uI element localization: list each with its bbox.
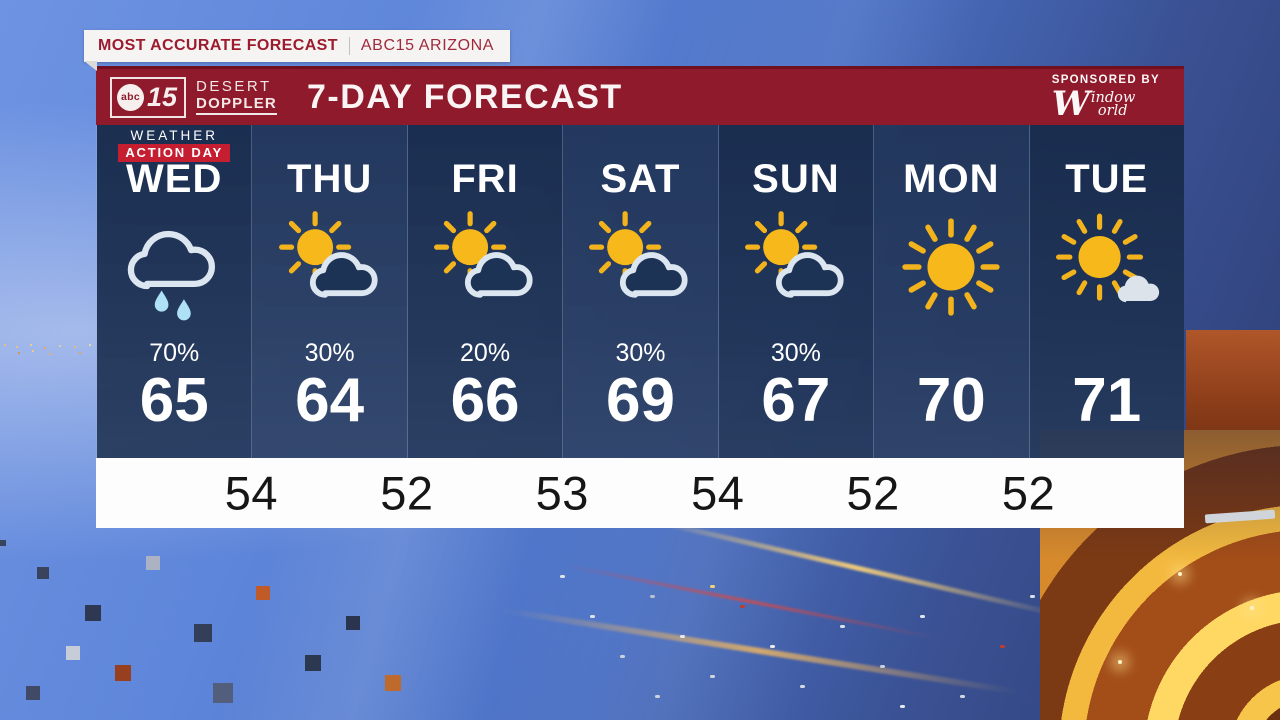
mostly-sunny-icon: [1045, 205, 1169, 329]
badge-line1: WEATHER: [130, 128, 218, 143]
day-label: SAT: [600, 157, 681, 201]
weather-action-day-badge: WEATHER ACTION DAY: [97, 128, 251, 162]
day-label: TUE: [1065, 157, 1149, 201]
brand-line1: DESERT: [196, 78, 272, 95]
forecast-panel: abc 15 DESERT DOPPLER 7-DAY FORECAST SPO…: [96, 66, 1184, 528]
partly-cloudy-icon: [423, 205, 547, 329]
forecast-day-sat: SAT 30% 69: [563, 125, 719, 458]
low-temp: 54: [224, 466, 279, 520]
high-temp: 66: [450, 366, 520, 435]
precip-chance: 30%: [304, 339, 355, 367]
day-label: THU: [287, 157, 373, 201]
window-world-logo: W indow orld: [1052, 87, 1160, 121]
forecast-day-thu: THU 30% 64: [252, 125, 408, 458]
partly-cloudy-icon: [578, 205, 702, 329]
forecast-day-tue: TUE 71: [1029, 125, 1184, 458]
panel-header: abc 15 DESERT DOPPLER 7-DAY FORECAST SPO…: [96, 66, 1184, 125]
sunny-icon: [889, 205, 1013, 329]
banner-tagline: MOST ACCURATE FORECAST: [98, 37, 338, 54]
high-temp: 64: [295, 366, 365, 435]
day-label: WED: [126, 157, 223, 201]
low-temp: 52: [380, 466, 434, 520]
partly-cloudy-icon: [268, 205, 392, 329]
banner-divider: [348, 37, 350, 55]
high-temp: 69: [605, 366, 675, 435]
sponsor-name-bottom: orld: [1097, 103, 1128, 119]
forecast-day-wed: WEATHER ACTION DAY WED 70% 65: [97, 125, 253, 458]
car-lights: [560, 575, 565, 578]
desert-doppler-brand: DESERT DOPPLER: [196, 79, 277, 115]
high-temp: 67: [761, 366, 831, 435]
station-banner: MOST ACCURATE FORECAST ABC15 ARIZONA: [84, 30, 511, 71]
forecast-day-fri: FRI 20% 66: [407, 125, 564, 458]
station-number: 15: [147, 81, 178, 112]
sponsor-label: SPONSORED BY: [1051, 73, 1160, 86]
sponsor-initial: W: [1051, 83, 1090, 124]
overnight-lows-strip: 54 52 53 54 52 52: [96, 458, 1184, 528]
low-temp: 53: [535, 466, 589, 520]
partly-cloudy-icon: [734, 205, 858, 329]
badge-line2: ACTION DAY: [118, 144, 231, 162]
construction-equipment: [0, 540, 6, 546]
light-glint: [1118, 660, 1122, 664]
brand-line2: DOPPLER: [196, 95, 277, 112]
abc-logo-icon: abc: [117, 83, 144, 111]
light-glint: [1178, 572, 1182, 576]
banner-station-name: ABC15 ARIZONA: [360, 37, 495, 54]
forecast-columns: WEATHER ACTION DAY WED 70% 65 THU 30% 64 FRI…: [96, 125, 1184, 458]
low-temp: 54: [691, 466, 745, 520]
day-label: SUN: [752, 157, 840, 201]
day-label: FRI: [451, 157, 519, 201]
precip-chance: 20%: [460, 339, 511, 367]
sponsor-block: SPONSORED BY W indow orld: [1052, 74, 1166, 121]
precip-chance: 30%: [615, 339, 666, 367]
high-temp: 70: [916, 366, 986, 435]
sponsor-name-top: indow: [1090, 89, 1136, 106]
low-temp: 52: [1001, 466, 1056, 520]
city-lights: [4, 344, 6, 346]
day-label: MON: [903, 157, 1000, 201]
high-temp: 71: [1072, 366, 1142, 435]
abc15-logo: abc 15: [110, 76, 187, 118]
light-glint: [1250, 606, 1254, 610]
precip-chance: 70%: [149, 339, 200, 367]
rain-icon: [112, 205, 236, 329]
forecast-day-sun: SUN 30% 67: [718, 125, 875, 458]
low-temp: 52: [846, 466, 900, 520]
precip-chance: 30%: [770, 339, 821, 367]
high-temp: 65: [139, 366, 209, 435]
panel-title: 7-DAY FORECAST: [306, 77, 623, 116]
forecast-day-mon: MON 70: [874, 125, 1030, 458]
